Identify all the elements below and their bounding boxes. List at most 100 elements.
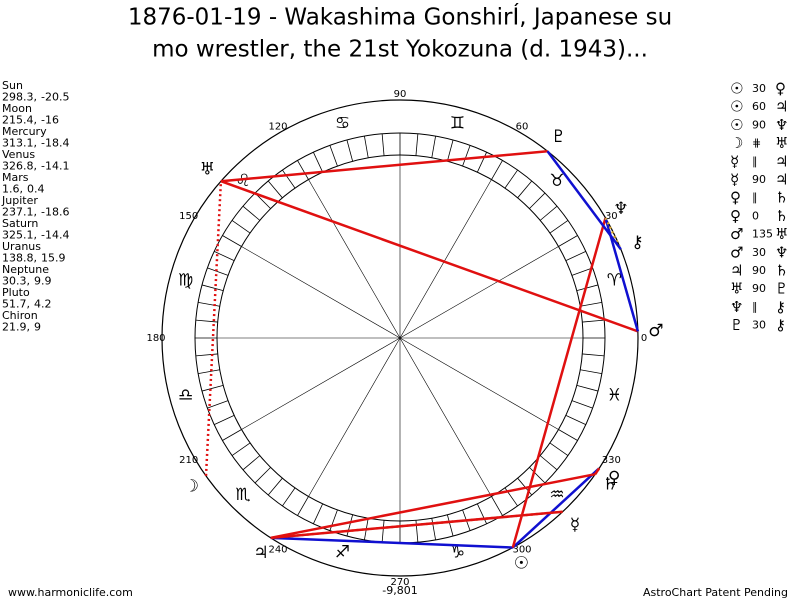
planet-lon: 326.8, [2, 160, 37, 173]
planet-name: Jupiter [1, 194, 38, 207]
ring-tick [580, 369, 602, 374]
ring-tick [346, 514, 354, 537]
degree-label: 240 [268, 544, 287, 555]
aspect-type: 90 [752, 118, 766, 131]
planet-lon: 237.1, [2, 206, 37, 219]
ring-tick [539, 455, 558, 471]
degree-label: 150 [179, 211, 198, 222]
aspect-line [270, 510, 563, 540]
aspect-type: 0 [752, 209, 759, 222]
ring-tick [565, 251, 586, 262]
sign-glyph: ♋ [335, 114, 350, 134]
footer-center: -9,801 [382, 584, 417, 597]
title-line: mo wrestler, the 21st Yokozuna (d. 1943)… [152, 37, 648, 63]
aspect-planet: ☉ [730, 98, 743, 116]
planet-name: Mercury [2, 125, 47, 138]
aspect-line [594, 467, 601, 475]
planet-lon: 138.8, [2, 252, 37, 265]
planet-name: Sun [2, 79, 23, 92]
sign-glyph: ♓ [607, 385, 622, 405]
aspect-type: ⋕ [752, 137, 761, 150]
ring-tick [446, 514, 454, 537]
ring-tick [576, 384, 599, 392]
sign-glyph: ♍ [178, 271, 193, 291]
planet-lat: 4.2 [34, 298, 52, 311]
degree-label: 210 [179, 455, 198, 466]
ring-tick [558, 429, 578, 441]
degree-label: 60 [516, 122, 529, 133]
ring-tick [313, 152, 324, 173]
ring-tick [207, 267, 229, 276]
aspect-planet: ⚷ [775, 316, 786, 334]
aspect-type: ∥ [752, 155, 758, 168]
planet-lat: -14.1 [41, 160, 69, 173]
planet-lon: 51.7, [2, 298, 30, 311]
planet-glyph: ☿ [570, 515, 580, 535]
degree-label: 270 [390, 577, 409, 588]
aspect-planet: ☿ [730, 171, 739, 189]
planet-lat: 15.9 [41, 252, 66, 265]
ring-tick [267, 180, 283, 199]
ring-tick [431, 136, 436, 158]
ring-tick [549, 442, 569, 456]
aspect-planet: ♆ [730, 298, 743, 316]
ring-tick [267, 477, 283, 496]
planet-glyph: ♄ [602, 474, 617, 494]
ring-tick [222, 429, 242, 441]
planet-glyph: ⚷ [631, 233, 643, 253]
ring-tick [231, 220, 251, 234]
aspect-planet: ♃ [775, 98, 788, 116]
aspect-planet: ☉ [730, 80, 743, 98]
ring-tick [539, 205, 558, 221]
aspect-type: 135 [752, 228, 773, 241]
aspect-planet: ♃ [775, 171, 788, 189]
aspect-planet: ♄ [775, 262, 788, 280]
sign-glyph: ♊ [450, 114, 465, 134]
aspect-type: 90 [752, 264, 766, 277]
ring-tick [558, 235, 578, 247]
planet-glyph: ☽ [184, 476, 199, 496]
ring-tick [476, 503, 487, 524]
sign-glyph: ♐ [335, 542, 350, 562]
aspect-type: 30 [752, 82, 766, 95]
ring-tick [529, 467, 546, 484]
planet-glyph: ♃ [253, 543, 268, 563]
aspect-line [511, 217, 607, 548]
aspect-planet: ♂ [730, 225, 743, 243]
planet-glyph: ♅ [200, 159, 215, 179]
ring-tick [476, 152, 487, 173]
degree-label: 330 [602, 455, 621, 466]
sign-glyph: ♈ [607, 271, 622, 291]
planet-glyph: ♆ [613, 199, 628, 219]
ring-tick [222, 235, 242, 247]
ring-tick [195, 319, 218, 323]
footer-left: www.harmoniclife.com [8, 586, 133, 599]
ring-tick [198, 369, 220, 374]
planet-lon: 325.1, [2, 229, 37, 242]
planet-lat: -14.4 [41, 229, 69, 242]
aspect-planet: ♅ [775, 134, 788, 152]
aspect-planet: ♃ [775, 152, 788, 170]
spoke [241, 246, 401, 339]
planet-name: Pluto [2, 286, 30, 299]
ring-tick [329, 509, 338, 531]
degree-label: 180 [146, 333, 165, 344]
ring-tick [231, 442, 251, 456]
ring-tick [549, 220, 569, 234]
ring-tick [201, 384, 224, 392]
aspect-planet: ♂ [730, 243, 743, 261]
aspect-planet: ♃ [730, 262, 743, 280]
outer-circle [161, 99, 639, 577]
ring-tick [195, 353, 218, 357]
aspect-planet: ♅ [775, 225, 788, 243]
ring-tick [364, 136, 369, 158]
aspect-planet: ☉ [730, 116, 743, 134]
planet-lat: -18.6 [41, 206, 69, 219]
planet-lon: 215.4, [2, 114, 37, 127]
sign-glyph: ♎ [178, 385, 193, 405]
aspect-type: 30 [752, 319, 766, 332]
sign-glyph: ♑ [450, 542, 465, 562]
ring-tick [462, 145, 471, 167]
